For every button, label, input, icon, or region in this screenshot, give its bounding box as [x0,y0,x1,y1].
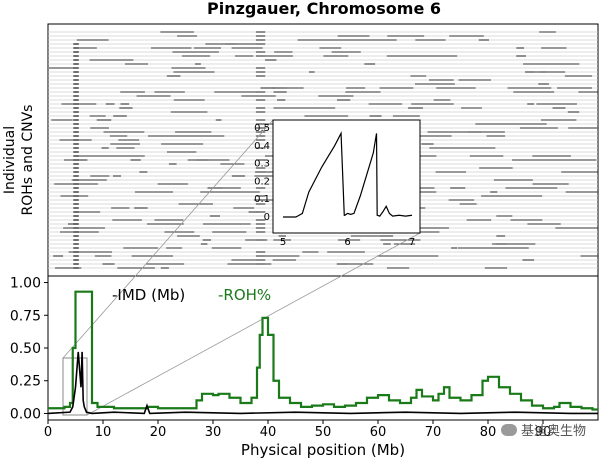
inset-x-tick-label: 6 [344,237,350,248]
bottom-axis-ticks: 0 10 20 30 40 50 60 70 80 90 0.00 0.25 0.50 0.75 1.00 [10,276,551,440]
legend-roh: -ROH% [218,286,271,304]
inset-x-tick-label: 5 [280,237,286,248]
bottom-panel-frame [47,275,599,421]
x-tick-label: 60 [370,425,387,440]
roh-series-line [48,290,598,411]
zoom-connector-lower [86,232,421,416]
inset-y-tick-label: 0.5 [254,123,270,134]
x-tick-label: 0 [44,425,52,440]
zoom-connector-upper [62,119,274,359]
inset-y-tick-label: 0.2 [254,176,270,187]
x-tick-label: 50 [315,425,332,440]
top-ylabel-line-2: ROHs and CNVs [20,105,36,216]
top-ylabel-line-1: Individual [2,126,18,194]
x-tick-label: 90 [535,425,552,440]
x-axis-label: Physical position (Mb) [241,441,405,459]
wechat-icon [500,423,517,436]
inset-y-tick-label: 0 [264,212,270,223]
inset-imd-line [283,131,413,218]
watermark: 基迪奥生物 [500,420,586,439]
y-tick-label: 0.75 [10,308,41,324]
x-tick-label: 80 [480,425,497,440]
x-tick-label: 10 [95,425,112,440]
inset-y-tick-label: 0.1 [254,194,270,205]
x-tick-label: 30 [205,425,222,440]
legend-imd: -IMD (Mb) [112,286,185,304]
inset-y-tick-label: 0.4 [254,141,270,152]
inset-axis-ticks: 5 6 7 0 0.1 0.2 0.3 0.4 0.5 [254,123,415,248]
zoom-region-box [62,357,88,416]
inset-frame [272,119,421,234]
y-tick-label: 1.00 [10,276,41,292]
x-tick-label: 40 [260,425,277,440]
y-tick-label: 0.25 [10,374,41,390]
y-tick-label: 0.00 [10,406,41,422]
y-tick-label: 0.50 [10,341,41,357]
x-tick-label: 20 [150,425,167,440]
x-tick-label: 70 [425,425,442,440]
watermark-text: 基迪奥生物 [520,424,586,439]
inset-x-tick-label: 7 [409,237,415,248]
imd-series-line [47,351,598,415]
inset-y-tick-label: 0.3 [254,159,270,170]
chart-title: Pinzgauer, Chromosome 6 [207,0,441,18]
